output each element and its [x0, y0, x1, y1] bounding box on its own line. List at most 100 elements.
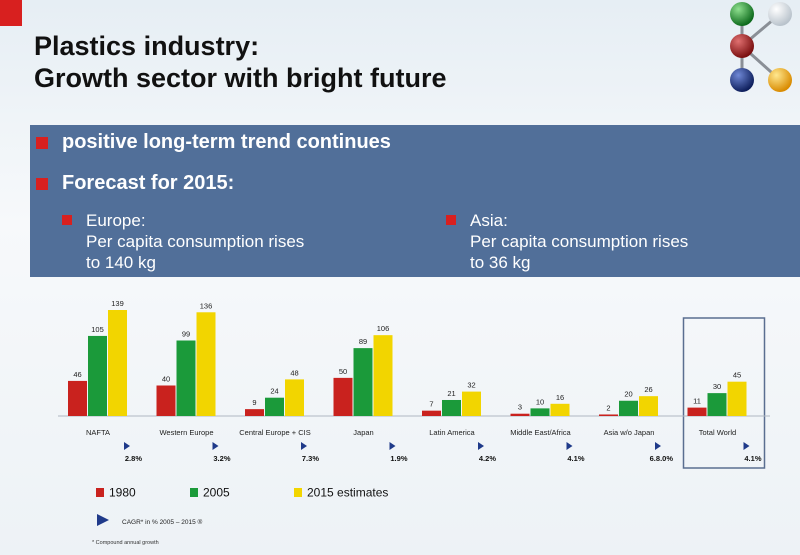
bullet-forecast-text: Forecast for 2015:: [62, 172, 235, 194]
bar-2005: [619, 400, 638, 416]
bar-2015-estimates: [108, 310, 127, 416]
bar-value-label: 16: [556, 393, 564, 402]
bullet-trend-text: positive long-term trend continues: [62, 131, 391, 153]
cagr-value-label: 1.9%: [390, 454, 407, 463]
legend-swatch-2005: [190, 488, 198, 497]
bar-value-label: 7: [429, 400, 433, 409]
bar-1980: [245, 409, 264, 416]
bar-2005: [88, 335, 107, 416]
forecast-panel: [30, 125, 800, 277]
bar-2005: [353, 348, 373, 416]
bar-2005: [530, 408, 550, 416]
bar-1980: [156, 385, 176, 416]
title-line-1: Plastics industry:: [34, 31, 260, 61]
page-title: Plastics industry: Growth sector with br…: [34, 30, 447, 94]
cagr-arrow-icon: [566, 442, 573, 450]
bar-2005: [265, 397, 284, 416]
bar-value-label: 105: [91, 325, 104, 334]
bar-2005: [707, 393, 727, 416]
cagr-value-label: 7.3%: [302, 454, 319, 463]
cagr-value-label: 4.1%: [567, 454, 584, 463]
bar-2015-estimates: [462, 391, 481, 416]
cagr-legend-arrow-icon: [97, 514, 109, 526]
cagr-arrow-icon: [301, 442, 307, 450]
legend-swatch-2015-estimates: [294, 488, 302, 497]
bar-1980: [599, 414, 618, 416]
category-label: Total World: [699, 428, 736, 437]
molecule-logo-icon: [730, 2, 792, 92]
cagr-arrow-icon: [478, 442, 484, 450]
bar-value-label: 89: [359, 337, 367, 346]
cagr-arrow-icon: [655, 442, 661, 450]
bar-value-label: 20: [624, 390, 632, 399]
bullet-square-icon: [36, 136, 48, 149]
bar-1980: [510, 413, 530, 416]
bar-value-label: 3: [518, 403, 522, 412]
bar-value-label: 11: [693, 397, 701, 406]
legend-swatch-1980: [96, 488, 104, 497]
europe-heading: Europe:: [86, 211, 146, 230]
cagr-arrow-icon: [743, 442, 750, 450]
category-label: Latin America: [429, 428, 475, 437]
bar-2015-estimates: [550, 403, 570, 416]
bar-value-label: 99: [182, 330, 190, 339]
bar-value-label: 21: [447, 389, 455, 398]
cagr-value-label: 6.8.0%: [650, 454, 674, 463]
cagr-value-label: 3.2%: [213, 454, 230, 463]
asia-heading: Asia:: [470, 211, 508, 230]
legend-label: 1980: [109, 486, 136, 500]
bar-value-label: 48: [290, 368, 298, 377]
footnote-text: * Compound annual growth: [92, 540, 159, 546]
bar-1980: [333, 377, 353, 416]
europe-line-2: to 140 kg: [86, 253, 156, 272]
bar-1980: [68, 380, 87, 416]
bar-value-label: 40: [162, 374, 170, 383]
total-world-highlight-box: [682, 317, 766, 469]
category-label: Japan: [353, 428, 373, 437]
cagr-arrow-icon: [389, 442, 396, 450]
bullet-square-icon: [446, 215, 456, 225]
bar-1980: [422, 410, 441, 416]
bar-2005: [442, 399, 461, 416]
category-label: Middle East/Africa: [510, 428, 571, 437]
europe-forecast: Europe: Per capita consumption rises to …: [62, 210, 305, 273]
category-label: Central Europe + CIS: [239, 428, 311, 437]
bar-chart: 46 105 139 NAFTA 2.8% 40 99 136 Western Europe 3.…: [58, 299, 770, 546]
cagr-value-label: 4.1%: [744, 454, 761, 463]
asia-forecast: Asia: Per capita consumption rises to 36…: [446, 210, 689, 273]
cagr-value-label: 4.2%: [479, 454, 496, 463]
bar-value-label: 106: [377, 324, 390, 333]
asia-line-2: to 36 kg: [470, 253, 531, 272]
cagr-arrow-icon: [124, 442, 130, 450]
cagr-value-label: 2.8%: [125, 454, 142, 463]
bar-value-label: 139: [111, 299, 124, 308]
title-line-2: Growth sector with bright future: [34, 63, 447, 93]
category-label: NAFTA: [86, 428, 110, 437]
bar-value-label: 2: [606, 403, 610, 412]
category-label: Western Europe: [159, 428, 213, 437]
bullet-forecast: Forecast for 2015:: [36, 172, 234, 195]
bar-2015-estimates: [727, 381, 747, 416]
corner-accent-square: [0, 0, 22, 26]
bar-value-label: 9: [252, 398, 256, 407]
bar-value-label: 50: [339, 367, 347, 376]
cagr-arrow-icon: [212, 442, 219, 450]
bar-value-label: 30: [713, 382, 721, 391]
bar-value-label: 136: [200, 301, 213, 310]
europe-line-1: Per capita consumption rises: [86, 232, 305, 251]
bullet-trend: positive long-term trend continues: [36, 131, 391, 154]
bar-2015-estimates: [196, 312, 216, 416]
bar-2005: [176, 340, 196, 416]
bar-2015-estimates: [373, 335, 393, 416]
bar-value-label: 24: [270, 387, 278, 396]
bar-2015-estimates: [639, 396, 658, 416]
bar-value-label: 26: [644, 385, 652, 394]
asia-line-1: Per capita consumption rises: [470, 232, 689, 251]
bar-value-label: 45: [733, 371, 741, 380]
bar-2015-estimates: [285, 379, 304, 416]
bullet-square-icon: [62, 215, 72, 225]
bullet-square-icon: [36, 177, 48, 190]
bar-value-label: 10: [536, 397, 544, 406]
bar-1980: [687, 407, 707, 416]
legend-label: 2005: [203, 486, 230, 500]
